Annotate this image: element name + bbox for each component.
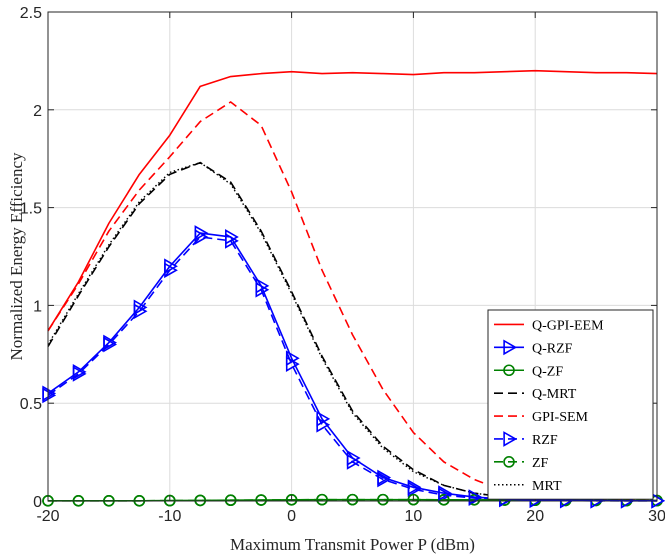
plot-frame [47,11,658,502]
data-point [285,494,298,506]
data-point [346,450,361,466]
data-point [194,225,209,241]
legend: Q-GPI-EEM Q-RZF Q-ZF Q-MRT GPI-SEM RZF ZF MRT [487,309,654,500]
legend-label: Q-ZF [532,364,563,379]
data-point [346,493,359,506]
series-line [47,161,658,502]
data-point [407,479,422,496]
x-axis-label: Maximum Transmit Power P (dBm) [230,535,475,554]
data-point [468,489,483,505]
data-point [164,258,178,275]
data-point [316,493,328,506]
y-tick-label: 1 [33,298,42,315]
data-point [407,493,420,506]
x-tick-label: 20 [526,508,544,525]
x-tick-label: -10 [158,508,181,525]
legend-item: RZF [494,431,558,448]
legend-marker [503,364,515,377]
data-point [285,350,300,367]
x-tick-label: 30 [648,508,665,525]
series-q-rzf [42,225,665,509]
data-point [103,334,118,351]
legend-label: GPI-SEM [532,410,589,425]
x-tick-label: 0 [287,508,296,525]
x-tick-label: 10 [405,508,423,525]
data-point [225,229,239,245]
legend-label: Q-GPI-EEM [532,318,604,333]
legend-label: RZF [532,433,558,448]
data-point [438,485,452,502]
legend-item: MRT [494,479,562,494]
legend-item: Q-ZF [494,364,563,379]
legend-marker [503,431,518,447]
legend-marker [503,339,518,356]
data-point [255,494,267,506]
legend-label: Q-MRT [532,387,577,402]
data-point [72,364,87,380]
y-tick-label: 0.5 [20,396,42,413]
legend-label: ZF [532,456,549,471]
legend-item: ZF [494,456,549,471]
y-axis-label: Normalized Energy Efficiency [7,152,26,361]
data-point [377,493,389,506]
y-tick-label: 2.5 [20,5,42,22]
legend-box [487,309,654,500]
legend-label: MRT [532,479,562,494]
series-gpi-sem [47,101,658,502]
legend-label: Q-RZF [532,341,573,356]
legend-item: Q-GPI-EEM [494,318,604,333]
legend-item: Q-MRT [494,387,577,402]
legend-marker [503,456,515,468]
legend-item: GPI-SEM [494,410,589,425]
x-tick-label: -20 [36,508,59,525]
legend-item: Q-RZF [494,339,573,356]
data-point [133,299,148,316]
series-line [47,101,658,502]
data-point [194,494,207,507]
data-point [42,385,57,402]
data-point [224,494,237,507]
axis-ticks: -20 -10 0 10 20 30 0 0.5 1 1.5 2 2.5 [20,5,665,525]
series-line [47,232,657,502]
y-tick-label: 1.5 [20,201,42,218]
data-point [377,469,392,486]
data-point [255,277,270,294]
y-tick-label: 0 [33,494,42,511]
series-q-gpi-eem [47,69,658,332]
series-mrt [47,161,658,502]
y-tick-label: 2 [33,103,42,120]
data-point [316,410,331,427]
series-line [47,69,658,332]
